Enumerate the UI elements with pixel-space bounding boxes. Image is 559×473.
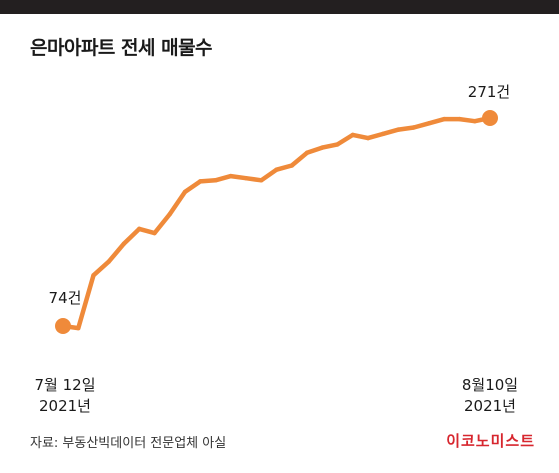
start-value-label: 74건 bbox=[48, 289, 82, 307]
data-point bbox=[76, 325, 81, 331]
end-point-marker bbox=[482, 110, 498, 126]
data-point bbox=[396, 127, 401, 132]
data-point bbox=[274, 167, 279, 172]
brand-logo: 이코노미스트 bbox=[446, 432, 535, 450]
start-year: 2021년 bbox=[39, 397, 91, 415]
data-point bbox=[182, 189, 188, 195]
data-point bbox=[472, 118, 477, 124]
data-point bbox=[320, 145, 325, 150]
data-point bbox=[243, 175, 249, 181]
start-point-marker bbox=[55, 318, 71, 334]
series-line bbox=[60, 115, 493, 331]
data-points bbox=[60, 115, 493, 331]
chart-title: 은마아파트 전세 매물수 bbox=[30, 37, 213, 59]
data-point bbox=[350, 132, 355, 138]
data-point bbox=[152, 230, 157, 236]
start-date: 7월 12일 bbox=[34, 376, 96, 394]
end-date: 8월10일 bbox=[461, 376, 519, 394]
data-point bbox=[106, 259, 111, 264]
end-value-label: 271건 bbox=[467, 83, 511, 101]
data-point bbox=[426, 121, 432, 126]
data-point bbox=[137, 226, 142, 232]
data-point bbox=[457, 116, 462, 122]
data-point bbox=[228, 173, 233, 179]
top-bar bbox=[0, 0, 559, 14]
data-point bbox=[442, 116, 447, 122]
end-date-label: 8월10일 2021년 bbox=[445, 375, 535, 417]
data-point bbox=[381, 131, 386, 137]
data-point bbox=[213, 178, 218, 183]
data-point bbox=[91, 273, 96, 278]
data-point bbox=[304, 150, 310, 156]
start-date-label: 7월 12일 2021년 bbox=[20, 375, 110, 417]
source-note: 자료: 부동산빅데이터 전문업체 아실 bbox=[30, 436, 227, 451]
data-point bbox=[365, 135, 371, 141]
data-point bbox=[198, 179, 203, 184]
data-point bbox=[411, 125, 416, 130]
data-point bbox=[167, 211, 172, 217]
data-point bbox=[121, 241, 127, 246]
data-point bbox=[335, 142, 340, 147]
data-point bbox=[259, 178, 264, 183]
data-point bbox=[289, 163, 294, 168]
end-year: 2021년 bbox=[464, 397, 516, 415]
